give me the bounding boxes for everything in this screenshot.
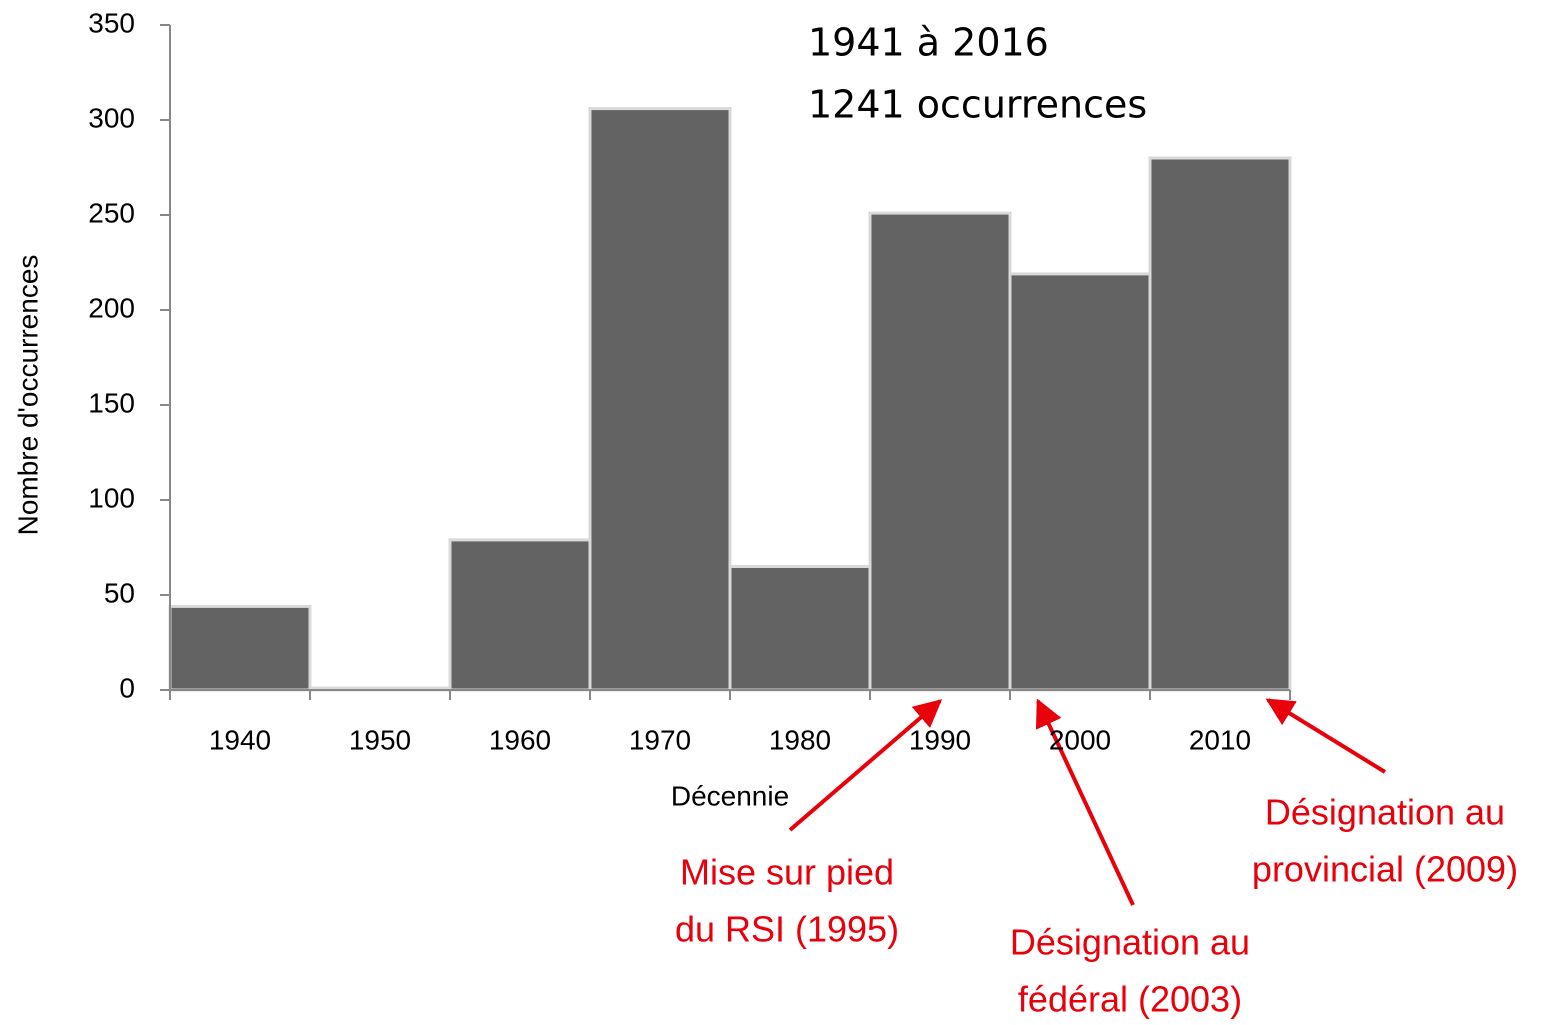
y-tick-label: 50: [104, 577, 135, 608]
annotation: fédéral (2003): [1018, 979, 1242, 1020]
annotation: Mise sur pied: [680, 852, 894, 893]
x-tick-label: 1980: [769, 724, 831, 755]
x-tick-label: 2000: [1049, 724, 1111, 755]
y-tick-label: 200: [88, 292, 135, 323]
y-tick-label: 350: [88, 7, 135, 38]
bar: [168, 604, 312, 692]
y-tick-label: 250: [88, 197, 135, 228]
arrow: [788, 699, 943, 832]
y-tick-label: 150: [88, 387, 135, 418]
x-tick-label: 1990: [909, 724, 971, 755]
y-tick-label: 300: [88, 102, 135, 133]
annotation: Désignation au: [1265, 792, 1505, 833]
x-tick-label: 1970: [629, 724, 691, 755]
annotation-arrows: [788, 698, 1387, 906]
arrow: [1035, 698, 1135, 906]
x-tick-label: 1950: [349, 724, 411, 755]
annotation: du RSI (1995): [675, 909, 899, 950]
y-axis-label: Nombre d'occurrences: [12, 255, 43, 536]
x-tick-label: 1940: [209, 724, 271, 755]
bar: [588, 107, 732, 692]
note: 1941 à 2016: [808, 21, 1049, 65]
y-tick-label: 100: [88, 482, 135, 513]
note: 1241 occurrences: [808, 83, 1147, 127]
arrow: [1265, 698, 1387, 774]
bar: [1008, 272, 1152, 692]
y-tick-label: 0: [119, 672, 135, 703]
bar: [448, 538, 592, 692]
annotation: Désignation au: [1010, 922, 1250, 963]
bar: [868, 211, 1012, 692]
x-tick-label: 2010: [1189, 724, 1251, 755]
x-tick-label: 1960: [489, 724, 551, 755]
bar: [728, 565, 872, 692]
bars: [168, 107, 1292, 692]
x-axis-label: Décennie: [671, 780, 789, 811]
annotation: provincial (2009): [1252, 849, 1518, 890]
bar: [1148, 156, 1292, 692]
